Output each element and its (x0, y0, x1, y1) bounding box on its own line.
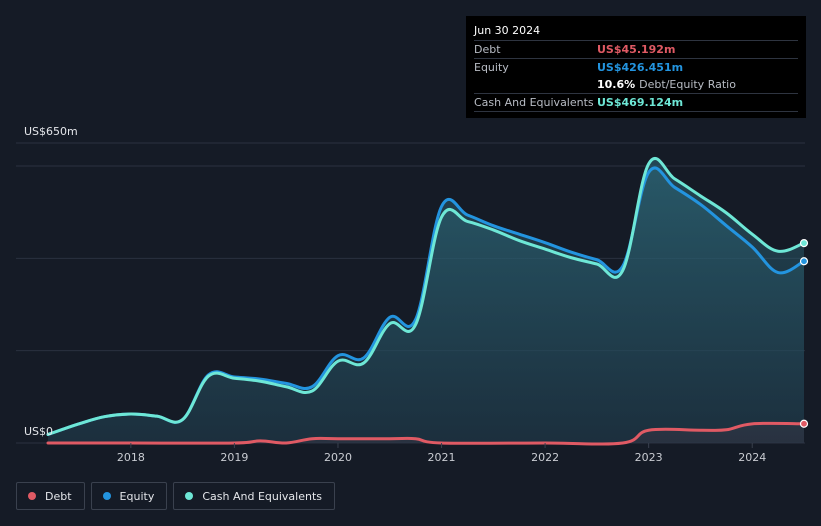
tooltip-cash-row: Cash And Equivalents US$469.124m (474, 93, 798, 112)
series-endpoints (799, 238, 809, 428)
x-tick-label: 2019 (220, 451, 248, 464)
legend-item-equity[interactable]: Equity (90, 482, 168, 510)
x-tick-label: 2018 (117, 451, 145, 464)
line-cash (46, 156, 806, 436)
tooltip-debt-row: Debt US$45.192m (474, 40, 798, 58)
legend-debt-label: Debt (45, 489, 72, 503)
x-tick-label: 2022 (531, 451, 559, 464)
chart-legend: Debt Equity Cash And Equivalents (16, 482, 335, 510)
tooltip-equity-value: US$426.451m (597, 61, 684, 74)
legend-item-cash[interactable]: Cash And Equivalents (173, 482, 335, 510)
cash-dot-icon (185, 492, 194, 500)
equity-dot-icon (102, 492, 111, 500)
legend-item-debt[interactable]: Debt (16, 482, 85, 510)
tooltip-debt-value: US$45.192m (597, 43, 676, 56)
line-debt (46, 421, 806, 446)
debt-dot-icon (28, 492, 36, 500)
legend-cash-label: Cash And Equivalents (202, 489, 322, 503)
series-areas (48, 158, 804, 445)
area-cash (48, 158, 804, 444)
tooltip-equity-row: Equity US$426.451m (474, 58, 798, 76)
legend-equity-label: Equity (119, 489, 155, 503)
endpoint-cash (799, 238, 809, 248)
endpoint-debt (799, 419, 809, 428)
x-tick-label: 2021 (428, 451, 456, 464)
series-lines (46, 156, 806, 446)
tooltip-cash-value: US$469.124m (597, 96, 684, 109)
tooltip-ratio-row: 10.6% Debt/Equity Ratio (474, 76, 798, 93)
tooltip-ratio-label: Debt/Equity Ratio (639, 78, 736, 91)
tooltip-cash-label: Cash And Equivalents (474, 96, 594, 109)
tooltip-date: Jun 30 2024 (474, 24, 541, 37)
x-tick-label: 2024 (738, 451, 766, 464)
x-tick-label: 2020 (324, 451, 352, 464)
y-tick-label: US$0 (24, 425, 53, 438)
x-tick-label: 2023 (635, 451, 663, 464)
endpoint-equity (799, 257, 809, 266)
tooltip-debt-label: Debt (474, 43, 501, 56)
y-tick-label: US$650m (24, 125, 78, 138)
tooltip-equity-label: Equity (474, 61, 509, 74)
y-axis-ticks: US$0 US$650m (24, 125, 78, 438)
tooltip-ratio-value: 10.6% (597, 78, 636, 91)
data-tooltip: Jun 30 2024 Debt US$45.192m Equity US$42… (466, 16, 806, 118)
x-axis-ticks: 2018 2019 2020 2021 2022 2023 2024 (117, 443, 766, 464)
